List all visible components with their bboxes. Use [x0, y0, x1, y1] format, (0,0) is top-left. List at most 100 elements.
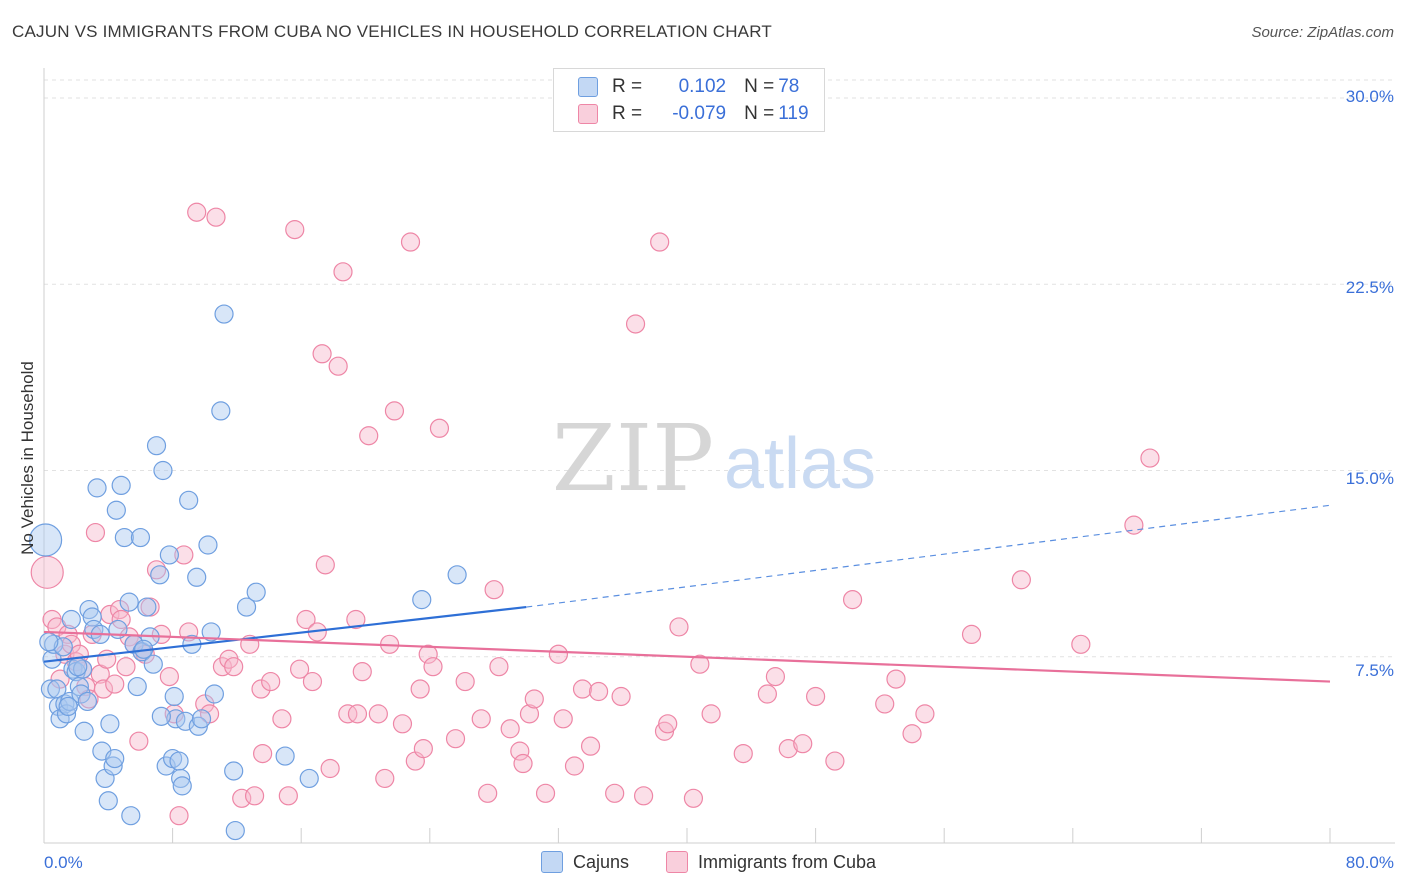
- cuba-point: [902, 724, 922, 744]
- cajuns-point: [87, 478, 107, 498]
- cajuns-point: [171, 768, 191, 789]
- legend-item-cuba[interactable]: Immigrants from Cuba: [666, 851, 876, 873]
- cuba-point: [553, 709, 573, 729]
- cajuns-point: [179, 490, 199, 510]
- cuba-point: [471, 709, 491, 729]
- cuba-point: [93, 679, 114, 699]
- legend-r-value: -0.079: [672, 103, 727, 124]
- cuba-point: [733, 743, 753, 764]
- series-cuba-points: [30, 202, 1160, 826]
- cuba-point: [875, 694, 895, 714]
- cuba-point: [605, 783, 625, 803]
- cajuns-point: [56, 704, 77, 724]
- cuba-point: [347, 704, 368, 724]
- cuba-point: [625, 314, 646, 334]
- cajuns-point: [114, 527, 134, 548]
- cuba-point: [116, 657, 136, 677]
- legend-r-label: R =: [612, 103, 643, 124]
- cajuns-point: [204, 684, 224, 704]
- cuba-point: [151, 624, 171, 645]
- cuba-point: [778, 739, 798, 759]
- cuba-point: [413, 739, 433, 759]
- cuba-point: [793, 734, 813, 754]
- cuba-point: [320, 758, 340, 779]
- x-tick-min: 0.0%: [44, 853, 83, 872]
- cajuns-point: [137, 597, 157, 617]
- cajuns-point: [225, 820, 245, 841]
- cuba-point: [253, 743, 273, 764]
- cuba-point: [105, 674, 125, 694]
- cuba-point: [244, 786, 265, 806]
- cajuns-point: [151, 706, 171, 726]
- grid-lines: [44, 79, 1395, 658]
- cuba-point: [455, 671, 475, 692]
- trend-lines: [43, 504, 1331, 683]
- cajuns-point: [130, 527, 151, 548]
- cajuns-point: [224, 761, 244, 781]
- cajuns-point: [156, 756, 176, 776]
- cuba-point: [278, 786, 298, 806]
- watermark-zip: ZIP: [552, 405, 714, 512]
- cajuns-point: [77, 691, 98, 712]
- cuba-point: [85, 522, 106, 543]
- cajuns-point: [106, 500, 126, 520]
- cajuns-trend-extension: [526, 504, 1331, 608]
- cajuns-point: [447, 565, 467, 585]
- cuba-point: [915, 704, 935, 724]
- legend-label-cuba: Immigrants from Cuba: [698, 851, 877, 872]
- cuba-point: [572, 679, 593, 699]
- cuba-point: [510, 741, 530, 761]
- cuba-point: [611, 686, 631, 707]
- cuba-point: [524, 689, 544, 709]
- cuba-point: [1071, 634, 1091, 654]
- watermark: ZIP atlas: [552, 405, 876, 512]
- cajuns-point: [169, 751, 189, 771]
- cuba-point: [328, 356, 348, 376]
- source-label: Source: ZipAtlas.com: [1251, 24, 1394, 41]
- cuba-point: [169, 806, 189, 826]
- cajuns-point: [68, 657, 88, 677]
- cajuns-point: [201, 622, 221, 642]
- chart-title: CAJUN VS IMMIGRANTS FROM CUBA NO VEHICLE…: [12, 22, 772, 41]
- cajuns-point: [127, 676, 147, 697]
- cajuns-point: [40, 679, 61, 699]
- cuba-point: [842, 590, 863, 610]
- cajuns-point: [105, 748, 125, 769]
- cajuns-point: [236, 597, 257, 617]
- cuba-point: [375, 768, 395, 789]
- cuba-point: [757, 684, 777, 704]
- cuba-point: [359, 426, 379, 446]
- cajuns-point: [211, 401, 231, 421]
- cajuns-point: [150, 565, 170, 585]
- legend-item-cajuns[interactable]: Cajuns: [541, 851, 629, 873]
- cuba-point: [500, 719, 520, 739]
- cajuns-point: [172, 776, 192, 796]
- cuba-point: [338, 704, 358, 724]
- y-tick-30: 30.0%: [1345, 87, 1394, 106]
- cajuns-point: [61, 609, 81, 630]
- legend-swatch-cuba: [578, 104, 598, 124]
- legend-n-value: 78: [778, 76, 800, 97]
- y-tick-15: 15.0%: [1345, 469, 1394, 488]
- cuba-point: [1011, 570, 1031, 590]
- x-tick-max: 80.0%: [1345, 853, 1394, 872]
- cuba-point: [261, 671, 281, 692]
- cajuns-point: [153, 460, 173, 481]
- cuba-point: [445, 729, 466, 749]
- cajuns-point: [159, 545, 179, 565]
- cajuns-point: [187, 567, 207, 587]
- cuba-trend-line: [43, 630, 1331, 683]
- cajuns-point: [119, 592, 139, 612]
- cuba-point: [701, 704, 721, 724]
- cajuns-point: [103, 756, 123, 776]
- y-tick-7-5: 7.5%: [1355, 661, 1394, 680]
- cuba-point: [961, 624, 982, 645]
- cajuns-point: [246, 582, 266, 602]
- cuba-point: [285, 220, 305, 240]
- series-cajuns-points: [29, 304, 467, 841]
- cuba-point: [346, 609, 366, 630]
- axes: [43, 68, 1395, 844]
- legend-swatch-cuba: [666, 851, 688, 873]
- cajuns-point: [412, 590, 432, 610]
- cuba-point: [765, 667, 786, 687]
